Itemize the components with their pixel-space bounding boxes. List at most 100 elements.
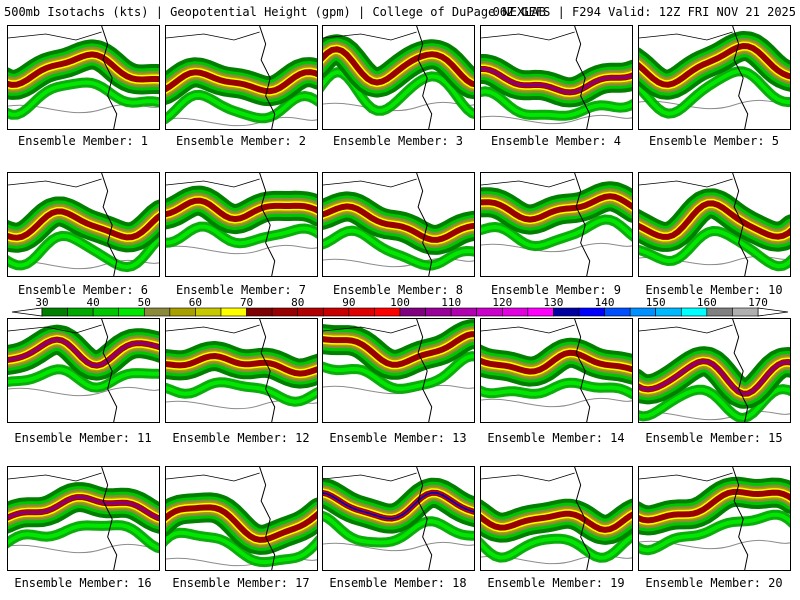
- ensemble-member-label: Ensemble Member: 1: [17, 134, 149, 148]
- ensemble-member-label: Ensemble Member: 8: [332, 283, 464, 297]
- border-line: [481, 324, 575, 334]
- coastline: [732, 319, 749, 422]
- isotach-band-102: [481, 67, 632, 94]
- coastline: [101, 173, 118, 276]
- isotach-band-77: [639, 200, 790, 240]
- ensemble-member-label: Ensemble Member: 16: [14, 576, 152, 590]
- isotach-band-132: [323, 491, 474, 520]
- colorbar-bin-100: [399, 307, 426, 317]
- isotach-band-77: [166, 69, 317, 95]
- height-contour: [8, 543, 159, 554]
- border-line: [639, 178, 733, 188]
- coastline: [416, 319, 433, 422]
- colorbar-bin-80: [297, 307, 324, 317]
- ensemble-panel-6: [7, 172, 160, 277]
- coastline: [101, 319, 118, 422]
- chart-header: 500mb Isotachs (kts) | Geopotential Heig…: [4, 4, 796, 20]
- ensemble-member-label: Ensemble Member: 19: [487, 576, 625, 590]
- border-line: [481, 178, 575, 188]
- colorbar-tick-label: 170: [748, 296, 768, 309]
- colorbar-bin-70: [246, 307, 273, 317]
- border-line: [323, 472, 417, 482]
- colorbar-tick-label: 110: [441, 296, 461, 309]
- colorbar-bin-160: [706, 307, 733, 317]
- colorbar-bin-120: [501, 307, 529, 317]
- coastline: [732, 26, 749, 129]
- colorbar-bin-60: [195, 307, 222, 317]
- colorbar-bin-110: [450, 307, 478, 317]
- ensemble-member-label: Ensemble Member: 5: [648, 134, 780, 148]
- colorbar-bin-95: [374, 307, 401, 317]
- isotach-band-77: [639, 43, 790, 88]
- ensemble-panel-2: [165, 25, 318, 130]
- ensemble-member-label: Ensemble Member: 7: [175, 283, 307, 297]
- colorbar-tick-label: 50: [138, 296, 151, 309]
- colorbar-tick-label: 100: [390, 296, 410, 309]
- isotach-band-secondary-core: [323, 513, 474, 545]
- ensemble-member-label: Ensemble Member: 9: [490, 283, 622, 297]
- isotach-band-77: [8, 208, 159, 241]
- ensemble-member-label: Ensemble Member: 14: [487, 431, 625, 445]
- ensemble-member-label: Ensemble Member: 13: [329, 431, 467, 445]
- colorbar-bin-125: [527, 307, 554, 317]
- height-contour: [323, 541, 474, 552]
- isotach-band-secondary-core: [8, 80, 159, 117]
- isotach-band-secondary-core: [8, 367, 159, 390]
- colorbar-tick-label: 80: [291, 296, 304, 309]
- coastline: [101, 26, 118, 129]
- colorbar-bin-65: [220, 307, 247, 317]
- colorbar-bin-145: [629, 307, 657, 317]
- ensemble-panel-10: [638, 172, 791, 277]
- isotach-band-77: [323, 203, 474, 243]
- border-line: [639, 31, 733, 41]
- coastline: [574, 467, 591, 570]
- isotach-band-secondary-core: [639, 512, 790, 553]
- colorbar: 30 40 50 60 70 80 90 100 110 120 130 140 150 160 170: [11, 296, 789, 317]
- border-line: [8, 31, 102, 41]
- isotach-band-secondary-core: [166, 530, 317, 565]
- isotach-band-77: [481, 349, 632, 375]
- colorbar-bin-105: [425, 307, 452, 317]
- isotach-band-secondary-core: [481, 89, 632, 118]
- colorbar-bin-30: [41, 307, 68, 317]
- coastline: [416, 467, 433, 570]
- border-line: [8, 472, 102, 482]
- colorbar-tick-label: 150: [646, 296, 666, 309]
- ensemble-member-label: Ensemble Member: 11: [14, 431, 152, 445]
- ensemble-member-label: Ensemble Member: 18: [329, 576, 467, 590]
- ensemble-member-label: Ensemble Member: 12: [172, 431, 310, 445]
- colorbar-bin-90: [348, 307, 375, 317]
- coastline: [732, 173, 749, 276]
- ensemble-panel-13: [322, 318, 475, 423]
- ensemble-member-label: Ensemble Member: 4: [490, 134, 622, 148]
- isotach-band-secondary-core: [8, 233, 159, 270]
- coastline: [101, 467, 118, 570]
- ensemble-panel-14: [480, 318, 633, 423]
- ensemble-panel-3: [322, 25, 475, 130]
- border-line: [323, 324, 417, 334]
- ensemble-member-label: Ensemble Member: 15: [645, 431, 783, 445]
- ensemble-panel-15: [638, 318, 791, 423]
- isotach-band-77: [166, 504, 317, 543]
- colorbar-bin-140: [604, 307, 631, 317]
- ensemble-member-label: Ensemble Member: 2: [175, 134, 307, 148]
- isotach-band-secondary-core: [166, 380, 317, 404]
- coastline: [732, 467, 749, 570]
- colorbar-bin-75: [271, 307, 299, 317]
- ensemble-member-label: Ensemble Member: 3: [332, 134, 464, 148]
- ensemble-panel-1: [7, 25, 160, 130]
- isotach-band-77: [481, 510, 632, 533]
- coastline: [416, 173, 433, 276]
- isotach-band-secondary-core: [323, 354, 474, 391]
- colorbar-bin-85: [322, 307, 350, 317]
- colorbar-bin-55: [169, 307, 196, 317]
- border-line: [166, 472, 260, 482]
- ensemble-panel-9: [480, 172, 633, 277]
- border-line: [323, 178, 417, 188]
- header-title: 500mb Isotachs (kts) | Geopotential Heig…: [4, 5, 546, 19]
- colorbar-tick-label: 160: [697, 296, 717, 309]
- colorbar-tick-label: 40: [87, 296, 100, 309]
- isotach-band-77: [639, 488, 790, 524]
- coastline: [574, 26, 591, 129]
- isotach-band-77: [166, 353, 317, 377]
